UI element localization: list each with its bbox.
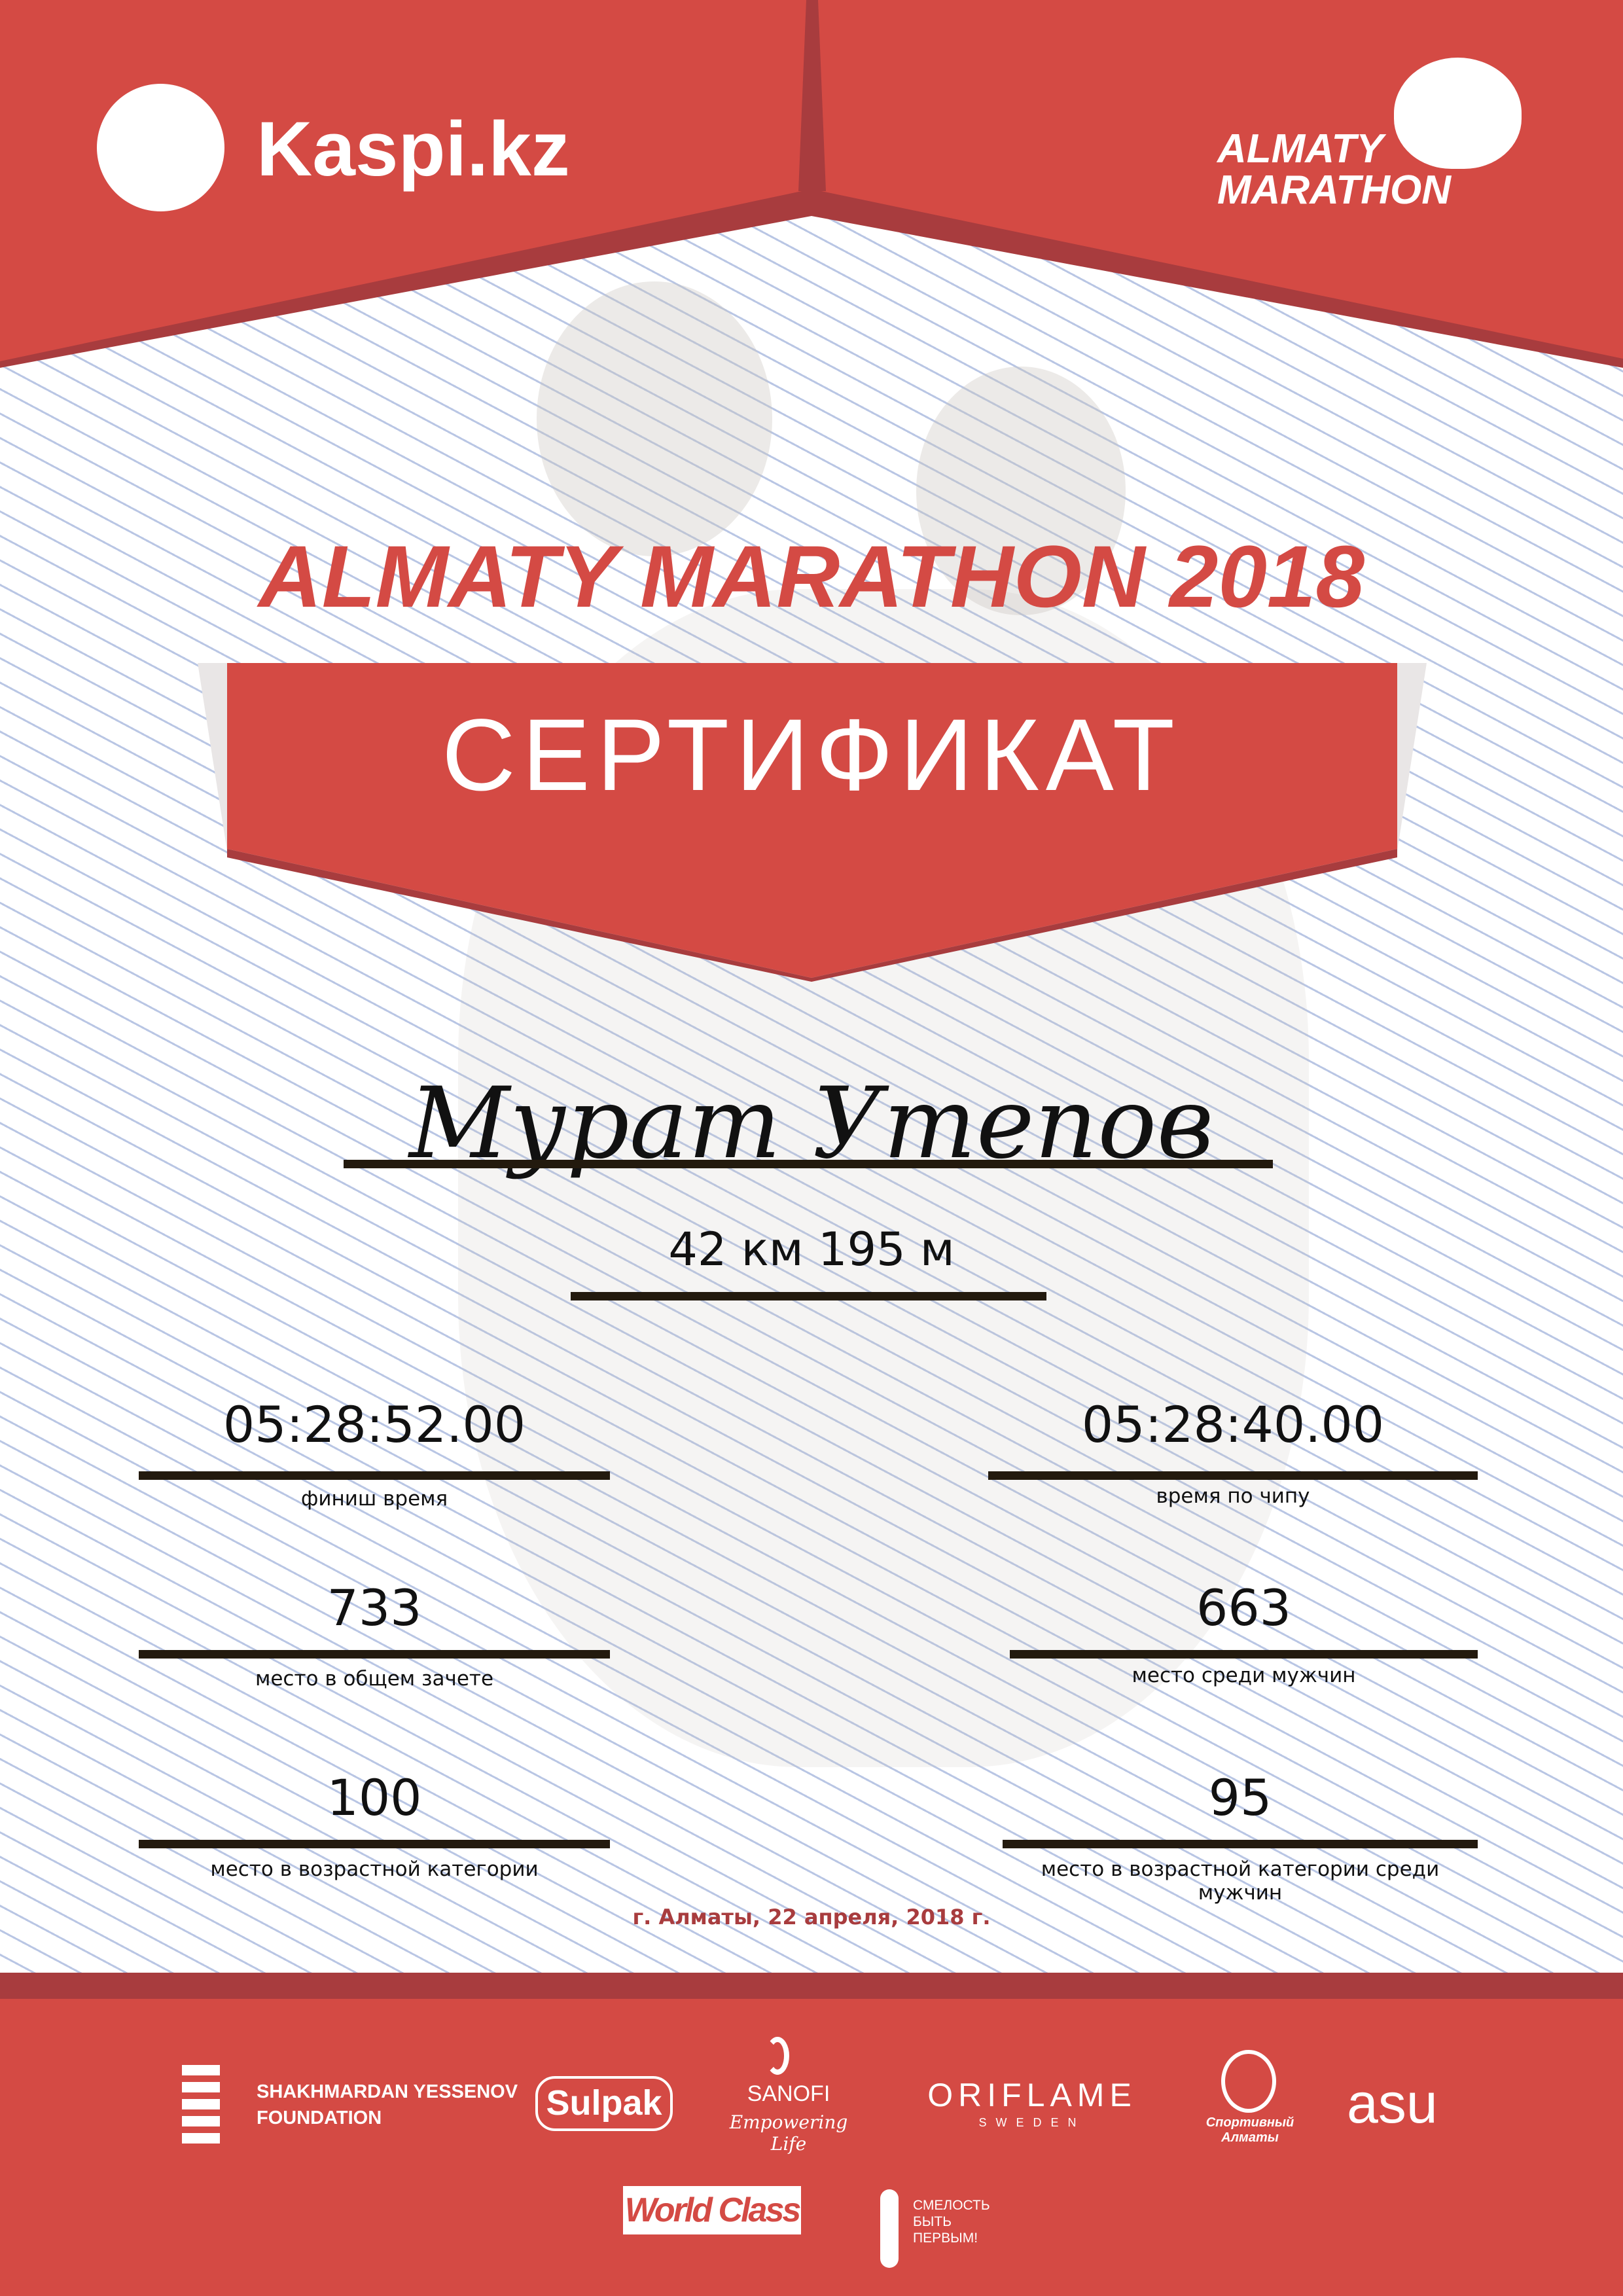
partner-asu: asu (1347, 2072, 1438, 2135)
overall-place-line (139, 1650, 610, 1659)
fund-text-3: ПЕРВЫМ! (913, 2231, 978, 2246)
overall-place-label: место в общем зачете (255, 1667, 494, 1691)
sanofi-tagline: Empowering Life (729, 2111, 848, 2155)
certificate-banner-shape (198, 663, 1427, 982)
fund-runner-icon (880, 2189, 899, 2268)
sanofi-text: SANOFI (747, 2081, 830, 2106)
age-place-value: 100 (327, 1768, 422, 1827)
footer-top-band (0, 1973, 1623, 1999)
runner-drop-icon (1394, 58, 1522, 169)
sanofi-icon (766, 2037, 789, 2075)
sport-almaty-text: Спортивный Алматы (1205, 2115, 1294, 2145)
finish-time-line (139, 1471, 610, 1480)
yessenov-text-1: SHAKHMARDAN YESSENOV (257, 2081, 518, 2102)
yessenov-icon (182, 2065, 220, 2144)
chip-time-line (988, 1471, 1478, 1480)
partner-sulpak: Sulpak (535, 2076, 673, 2131)
distance-underline (571, 1292, 1046, 1300)
footer (0, 1973, 1623, 2296)
male-place-line (1010, 1650, 1478, 1659)
finish-time-value: 05:28:52.00 (223, 1395, 526, 1454)
sport-almaty-emblem-icon (1221, 2050, 1276, 2113)
kaspi-icon (97, 84, 224, 211)
age-male-place-value: 95 (1208, 1768, 1272, 1827)
name-underline (344, 1160, 1273, 1168)
age-place-line (139, 1840, 610, 1848)
chip-time-label: время по чипу (1156, 1484, 1310, 1508)
age-place-label: место в возрастной категории (210, 1857, 539, 1881)
oriflame-text: ORIFLAME (927, 2077, 1137, 2113)
finish-time-label: финиш время (300, 1487, 448, 1511)
logo-text-marathon: MARATHON (1217, 168, 1452, 213)
chip-time-value: 05:28:40.00 (1081, 1395, 1385, 1454)
fund-text-2: БЫТЬ (913, 2214, 952, 2229)
runner-photo-male (537, 281, 772, 556)
runner-photo-female (916, 367, 1126, 615)
age-male-place-label: место в возрастной категории среди мужчи… (1041, 1857, 1440, 1905)
yessenov-text-2: FOUNDATION (257, 2108, 382, 2128)
overall-place-value: 733 (327, 1579, 422, 1637)
age-male-place-line (1003, 1840, 1478, 1848)
oriflame-sub: SWEDEN (978, 2116, 1086, 2129)
fund-text-1: СМЕЛОСТЬ (913, 2198, 990, 2213)
male-place-value: 663 (1196, 1579, 1292, 1637)
male-place-label: место среди мужчин (1132, 1664, 1356, 1687)
event-title: ALMATY MARATHON 2018 (258, 528, 1365, 626)
kaspi-wordmark: Kaspi.kz (257, 106, 570, 192)
certificate-heading: СЕРТИФИКАТ (442, 698, 1181, 812)
distance: 42 км 195 м (668, 1223, 955, 1276)
header-shape (0, 0, 1623, 368)
logo-text-almaty: ALMATY (1217, 126, 1383, 171)
partner-worldclass: World Class (623, 2186, 801, 2234)
issue-date: г. Алматы, 22 апреля, 2018 г. (632, 1905, 991, 1929)
